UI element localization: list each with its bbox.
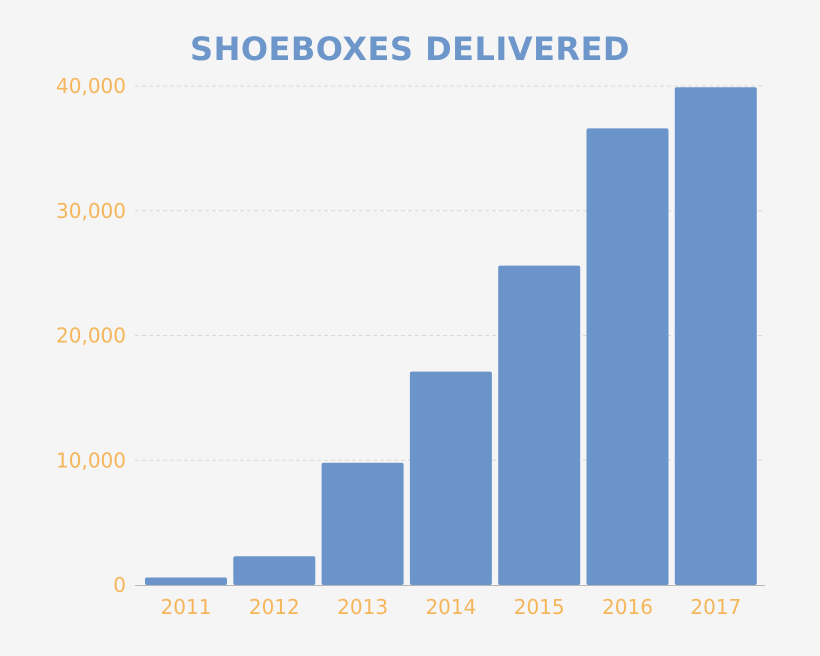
bar	[674, 87, 757, 585]
bar	[233, 556, 316, 585]
x-tick-label: 2016	[602, 595, 653, 619]
chart-title: SHOEBOXES DELIVERED	[190, 30, 630, 68]
bar	[321, 462, 404, 585]
x-tick-label: 2015	[514, 595, 565, 619]
x-tick-label: 2013	[337, 595, 388, 619]
y-tick-label: 10,000	[56, 448, 126, 472]
x-tick-label: 2017	[690, 595, 741, 619]
x-tick-label: 2012	[249, 595, 300, 619]
bar	[145, 577, 227, 585]
y-tick-label: 30,000	[56, 199, 126, 223]
bar	[409, 371, 492, 585]
y-tick-label: 0	[113, 573, 126, 597]
bar	[498, 265, 581, 585]
x-tick-label: 2014	[425, 595, 476, 619]
x-tick-label: 2011	[161, 595, 212, 619]
y-tick-label: 20,000	[56, 324, 126, 348]
bar	[586, 128, 669, 586]
y-tick-label: 40,000	[56, 74, 126, 98]
